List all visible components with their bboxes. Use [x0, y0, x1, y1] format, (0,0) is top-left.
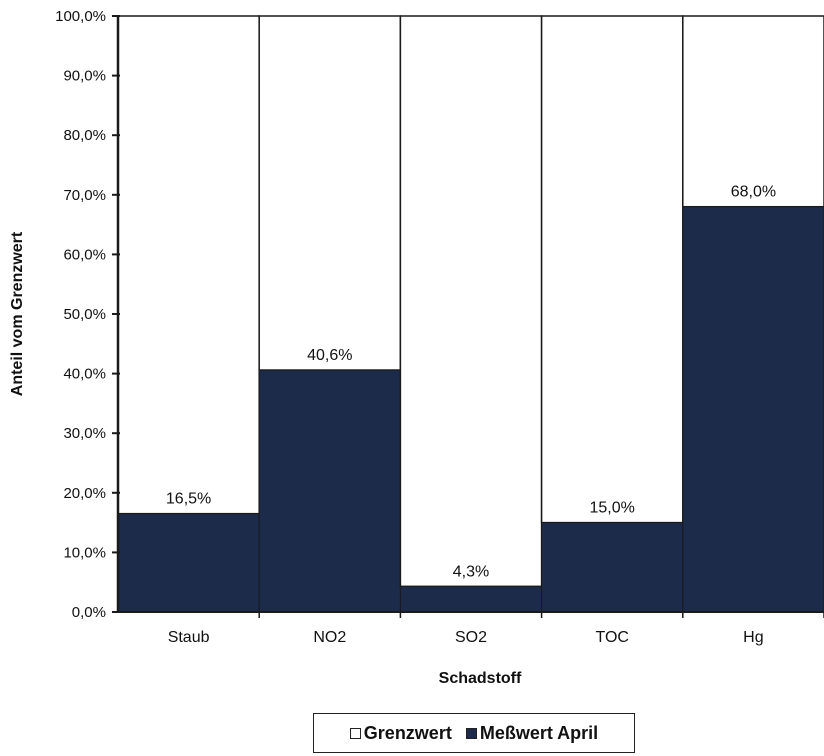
- legend-label-grenzwert: Grenzwert: [363, 722, 452, 743]
- y-tick-label: 10,0%: [63, 544, 106, 561]
- open-square-icon: [349, 727, 361, 739]
- x-tick-label-staub: Staub: [168, 629, 210, 646]
- y-axis-title: Anteil vom Grenzwert: [9, 231, 26, 396]
- y-tick-label: 50,0%: [63, 306, 106, 323]
- bar-messwert-so2: [399, 585, 543, 613]
- data-label-toc: 15,0%: [590, 500, 635, 517]
- y-tick-label: 100,0%: [55, 8, 106, 25]
- y-tick-label: 60,0%: [63, 246, 106, 263]
- data-label-staub: 16,5%: [166, 491, 211, 508]
- x-tick-label-toc: TOC: [595, 629, 628, 646]
- bar-chart: 0,0% 10,0% 20,0% 30,0% 40,0% 50,0% 60,0% 70,0% 8…: [9, 8, 824, 687]
- x-axis-title: Schadstoff: [439, 670, 522, 687]
- x-tick-label-no2: NO2: [313, 629, 346, 646]
- filled-square-icon: [465, 727, 477, 739]
- bar-grenzwert-toc: [540, 15, 684, 524]
- y-tick-label: 40,0%: [63, 366, 106, 383]
- legend-label-messwert: Meßwert April: [479, 722, 599, 743]
- y-tick-label: 20,0%: [63, 485, 106, 502]
- y-tick-label: 30,0%: [63, 425, 106, 442]
- data-label-so2: 4,3%: [453, 563, 489, 580]
- bar-grenzwert-no2: [258, 15, 402, 371]
- x-axis: Staub NO2 SO2 TOC Hg: [118, 611, 824, 646]
- y-axis: 0,0% 10,0% 20,0% 30,0% 40,0% 50,0% 60,0% 70,0% 8…: [55, 8, 120, 621]
- y-tick-label: 80,0%: [63, 127, 106, 144]
- data-labels: 16,5% 40,6% 4,3% 15,0% 68,0%: [166, 184, 776, 581]
- bar-messwert-hg: [682, 206, 824, 613]
- legend-item-messwert: Meßwert April: [465, 722, 599, 744]
- data-label-hg: 68,0%: [731, 184, 776, 201]
- x-tick-label-so2: SO2: [455, 629, 487, 646]
- bar-grenzwert-so2: [399, 15, 543, 588]
- bar-messwert-staub: [117, 513, 260, 613]
- x-tick-label-hg: Hg: [743, 629, 763, 646]
- y-tick-label: 0,0%: [72, 604, 106, 621]
- y-tick-label: 70,0%: [63, 187, 106, 204]
- bar-grenzwert-hg: [682, 15, 824, 208]
- legend-item-grenzwert: Grenzwert: [349, 722, 452, 744]
- bar-grenzwert-staub: [117, 15, 260, 515]
- bar-messwert-no2: [258, 369, 401, 613]
- data-label-no2: 40,6%: [307, 347, 352, 364]
- bar-messwert-toc: [541, 522, 684, 613]
- bars-layer: [117, 15, 824, 613]
- y-tick-label: 90,0%: [63, 68, 106, 85]
- legend: Grenzwert Meßwert April: [313, 713, 635, 753]
